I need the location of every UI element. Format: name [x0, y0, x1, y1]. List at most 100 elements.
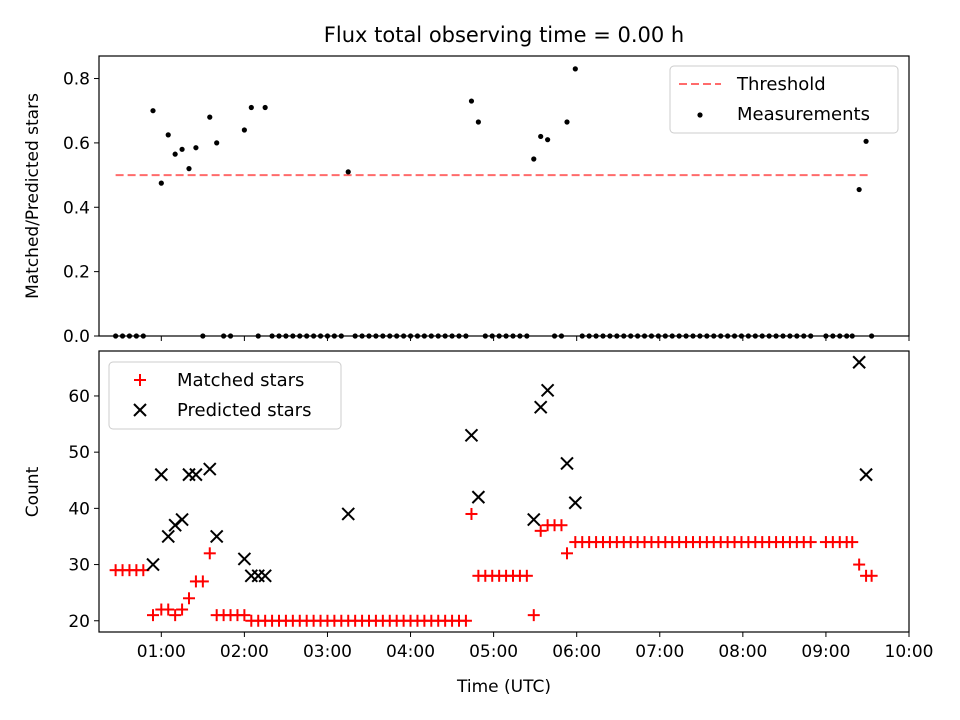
ratio-x-ticks: [160, 336, 910, 341]
count-legend: Matched stars Predicted stars: [108, 361, 342, 430]
predicted-star-point: [859, 467, 873, 482]
matched-legend-swatch: [134, 374, 146, 386]
measurement-point: [214, 140, 220, 146]
x-axis-label: Time (UTC): [456, 677, 551, 697]
count-y-axis-label: Count: [23, 466, 43, 517]
measurement-point: [179, 146, 185, 152]
measurement-point: [564, 119, 570, 125]
matched-star-point: [846, 536, 859, 549]
ratio-y-tick-label: 0.6: [63, 134, 90, 154]
measurement-point: [207, 114, 213, 120]
matched-star-point: [162, 603, 175, 616]
count-x-ticks: 01:00 02:00 03:00 04:00 05:00 06:00 07:00 08:00…: [137, 632, 934, 662]
measurements-legend-swatch: [697, 112, 703, 118]
count-legend-box: [108, 361, 342, 430]
ratio-y-tick-label: 0.8: [63, 70, 90, 90]
count-y-tick-label: 50: [68, 443, 90, 463]
measurement-point: [150, 108, 156, 114]
ratio-y-ticks: 0.0 0.2 0.4 0.6 0.8: [63, 70, 99, 347]
matched-star-point: [147, 609, 159, 622]
ratio-legend-box: [669, 65, 899, 134]
measurement-point: [262, 104, 268, 111]
predicted-star-point: [203, 462, 217, 476]
count-points: [109, 355, 878, 627]
measurement-point: [475, 119, 481, 125]
measurement-point: [158, 180, 164, 186]
predicted-star-point: [533, 400, 548, 414]
ratio-legend: Threshold Measurements: [669, 65, 899, 134]
measurement-points: [113, 66, 875, 339]
x-tick-label: 03:00: [303, 642, 352, 662]
matched-star-point: [527, 609, 540, 622]
matched-star-point: [176, 603, 189, 616]
ratio-axes-frame: [98, 55, 910, 337]
matched-star-point: [465, 507, 478, 520]
matched-star-point: [853, 558, 866, 571]
count-y-tick-label: 30: [68, 556, 90, 576]
predicted-star-point: [146, 557, 160, 572]
threshold-legend-label: Threshold: [736, 74, 826, 95]
predicted-star-point: [209, 529, 224, 544]
predicted-star-point: [237, 552, 252, 566]
predicted-star-point: [154, 467, 169, 482]
predicted-star-point: [464, 428, 479, 443]
x-tick-label: 06:00: [552, 642, 601, 662]
x-tick-label: 10:00: [885, 642, 934, 662]
ratio-y-tick-label: 0.4: [63, 198, 90, 218]
x-tick-label: 08:00: [718, 642, 767, 662]
predicted-star-point: [161, 529, 175, 544]
matched-star-point: [520, 569, 533, 582]
count-y-tick-label: 40: [68, 499, 90, 519]
predicted-legend-swatch: [133, 403, 147, 417]
matched-star-point: [865, 569, 878, 582]
matched-star-point: [238, 609, 251, 622]
ratio-panel: Flux total observing time = 0.00 h 0.00.…: [23, 23, 910, 347]
matched-star-point: [183, 592, 195, 605]
measurement-point: [538, 133, 544, 140]
measurement-point: [468, 98, 475, 104]
predicted-star-point: [560, 456, 574, 471]
predicted-star-point: [341, 507, 355, 521]
measurement-point: [172, 151, 178, 157]
x-tick-label: 04:00: [386, 642, 435, 662]
matched-star-point: [534, 524, 547, 537]
predicted-star-point: [258, 569, 272, 583]
count-panel: 20 30 40 50 60 01:00 02:00 03:00 04:00 05:00 06:0…: [23, 350, 934, 697]
measurement-point: [856, 186, 862, 193]
matched-star-point: [169, 609, 182, 622]
matched-star-point: [196, 575, 209, 588]
matched-star-point: [203, 547, 216, 560]
ratio-y-tick-label: 0.2: [63, 263, 90, 283]
measurements-legend-label: Measurements: [737, 104, 870, 125]
predicted-star-point: [852, 355, 866, 369]
ratio-y-axis-label: Matched/Predicted stars: [23, 93, 43, 299]
matched-legend-label: Matched stars: [177, 370, 304, 391]
measurement-point: [165, 132, 171, 138]
predicted-star-point: [175, 512, 189, 527]
matched-star-point: [804, 536, 817, 549]
x-tick-label: 02:00: [220, 642, 269, 662]
x-tick-label: 01:00: [137, 642, 186, 662]
predicted-star-point: [540, 383, 555, 398]
measurement-point: [572, 66, 578, 72]
matched-star-point: [561, 547, 573, 560]
measurement-point: [863, 138, 869, 144]
predicted-legend-label: Predicted stars: [177, 400, 311, 421]
measurement-point: [545, 137, 551, 143]
ratio-y-tick-label: 0.0: [63, 327, 90, 347]
matched-star-point: [459, 614, 472, 627]
chart-title: Flux total observing time = 0.00 h: [324, 23, 684, 47]
measurement-point: [345, 169, 351, 175]
predicted-star-point: [568, 496, 583, 510]
x-tick-label: 09:00: [801, 642, 850, 662]
predicted-star-point: [189, 467, 203, 482]
count-y-ticks: 20 30 40 50 60: [68, 387, 99, 632]
x-tick-label: 07:00: [635, 642, 684, 662]
count-y-tick-label: 60: [68, 387, 90, 407]
measurement-point: [241, 127, 247, 133]
measurement-point: [531, 156, 537, 162]
predicted-star-point: [527, 512, 541, 527]
count-y-tick-label: 20: [68, 612, 90, 632]
measurement-point: [186, 166, 192, 172]
